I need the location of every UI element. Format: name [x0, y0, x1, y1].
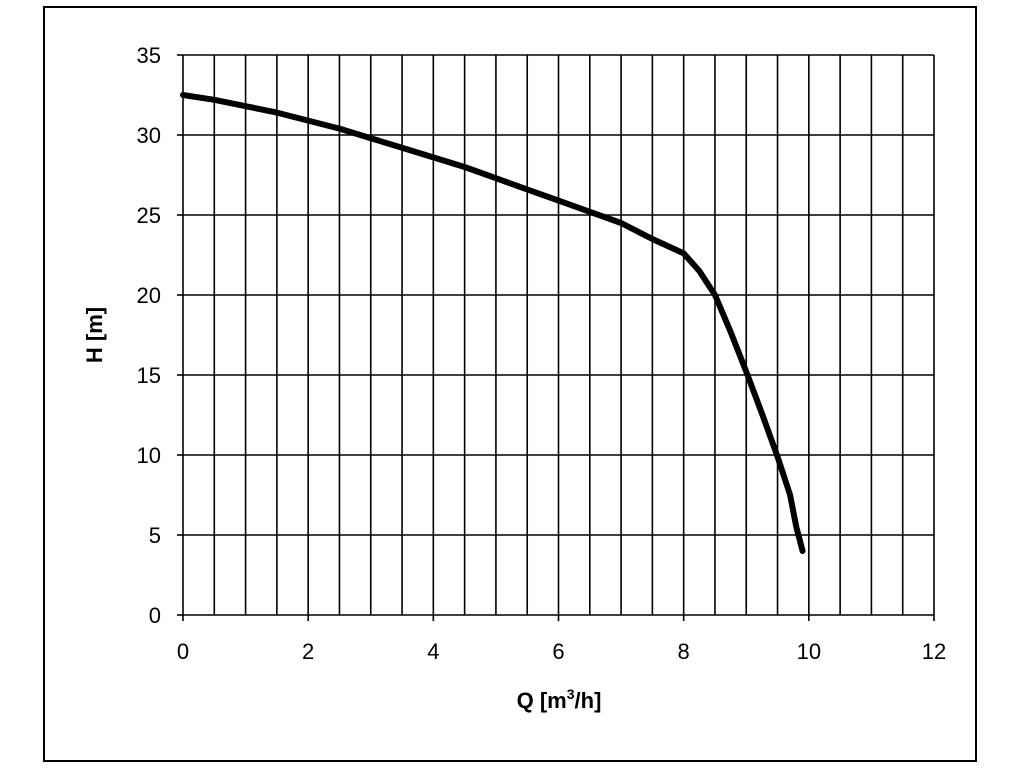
grid-layer [177, 54, 935, 621]
y-tick-label: 5 [149, 523, 161, 548]
x-tick-label: 10 [797, 639, 821, 664]
y-tick-label: 10 [137, 443, 161, 468]
x-tick-label: 0 [177, 639, 189, 664]
y-axis-title: H [m] [82, 307, 107, 363]
series-line [180, 92, 806, 554]
y-tick-label: 15 [137, 363, 161, 388]
x-tick-label: 12 [922, 639, 946, 664]
y-tick-label: 30 [137, 123, 161, 148]
x-tick-label: 8 [678, 639, 690, 664]
chart-frame [43, 6, 977, 762]
x-tick-label: 6 [552, 639, 564, 664]
x-tick-label: 4 [427, 639, 439, 664]
series-layer [180, 92, 806, 554]
y-tick-label: 35 [137, 43, 161, 68]
y-tick-label: 20 [137, 283, 161, 308]
y-tick-labels: 0 5 10 15 20 25 30 35 [137, 43, 161, 628]
x-axis-title: Q [m3/h] [517, 686, 602, 713]
x-tick-labels: 0 2 4 6 8 10 12 [177, 639, 946, 664]
y-tick-label: 0 [149, 603, 161, 628]
y-tick-label: 25 [137, 203, 161, 228]
x-tick-label: 2 [302, 639, 314, 664]
